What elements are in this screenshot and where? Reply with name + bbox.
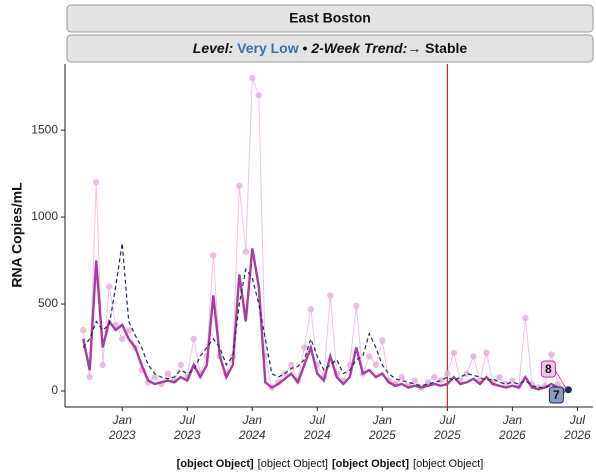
sample-point <box>86 373 93 381</box>
x-tick-year: 2025 <box>368 428 396 442</box>
sample-point <box>411 377 419 384</box>
sample-point <box>450 349 458 356</box>
footer-part: [object Object] <box>177 458 254 470</box>
status-line: Level: Very Low • 2-Week Trend:→ Stable <box>193 40 468 56</box>
sample-point <box>496 373 503 381</box>
x-tick-year: 2024 <box>303 428 331 442</box>
sample-line <box>82 77 565 390</box>
end-label: 7 <box>553 388 560 402</box>
end-label-leader <box>554 368 567 390</box>
sample-point <box>470 353 477 360</box>
separator: • <box>303 40 308 56</box>
x-tick-label: Jul <box>309 413 326 427</box>
level: Very Low <box>237 40 299 56</box>
sample-point <box>379 337 386 344</box>
x-tick-label: Jan <box>112 413 133 427</box>
y-axis-label: RNA Copies/mL <box>9 182 25 288</box>
sample-point <box>236 182 243 189</box>
x-tick-year: 2023 <box>173 428 201 442</box>
sample-point <box>444 370 451 377</box>
sample-point <box>164 370 171 377</box>
sample-point <box>398 373 406 381</box>
x-tick-label: Jul <box>569 413 586 427</box>
x-tick-label: Jan <box>242 413 263 427</box>
sample-point <box>177 361 184 369</box>
sample-point <box>502 380 510 388</box>
footer: [object Object] [object Object] [object Ob… <box>177 458 484 470</box>
end-label-box <box>548 386 564 404</box>
footer-part: [object Object] <box>332 458 409 470</box>
sample-point <box>242 248 249 256</box>
x-tick-year: 2026 <box>498 428 526 442</box>
sample-point <box>372 361 380 369</box>
sample-point <box>301 344 308 351</box>
sample-point <box>99 361 106 369</box>
sample-point <box>190 335 197 343</box>
sample-point <box>463 370 471 377</box>
header-box <box>66 4 594 33</box>
y-tick-label: 0 <box>51 383 58 397</box>
sample-point <box>327 292 334 299</box>
sample-point <box>437 377 445 384</box>
sample-point <box>288 361 295 369</box>
x-tick-year: 2023 <box>108 428 136 442</box>
x-tick-label: Jul <box>179 413 196 427</box>
end-label: 8 <box>545 362 552 376</box>
x-tick-label: Jan <box>502 413 523 427</box>
sample-point <box>548 351 555 358</box>
sample-point <box>483 349 490 356</box>
sample-point <box>151 373 158 381</box>
sample-point <box>249 74 256 82</box>
sample-point <box>210 252 217 259</box>
x-tick-label: Jul <box>439 413 456 427</box>
x-tick-label: Jan <box>372 413 393 427</box>
sample-point <box>119 335 126 343</box>
trend: → Stable <box>407 40 467 56</box>
sample-point <box>80 326 87 334</box>
end-point <box>564 386 572 394</box>
end-label-box <box>540 360 556 378</box>
sample-point <box>522 314 529 322</box>
level-label: Level: <box>193 40 233 56</box>
x-tick-year: 2026 <box>563 428 591 442</box>
sample-point <box>93 179 100 186</box>
y-tick-label: 500 <box>38 296 58 310</box>
sample-point <box>353 302 360 309</box>
sample-point <box>255 92 262 99</box>
sample-point <box>125 326 132 334</box>
sample-point <box>106 283 113 290</box>
trend-line <box>82 248 565 391</box>
chart-title: East Boston <box>289 10 371 26</box>
y-tick-label: 1500 <box>31 122 58 136</box>
sample-point <box>431 373 438 381</box>
status-box <box>66 34 594 63</box>
y-tick-label: 1000 <box>31 209 58 223</box>
sample-point <box>366 353 373 360</box>
trend-line <box>82 243 565 391</box>
trend-label: 2-Week Trend: <box>310 40 407 56</box>
x-tick-year: 2025 <box>433 428 461 442</box>
footer-part: [object Object] <box>258 458 328 470</box>
x-tick-year: 2024 <box>238 428 266 442</box>
sample-point <box>307 306 314 313</box>
footer-part: [object Object] <box>413 458 483 470</box>
